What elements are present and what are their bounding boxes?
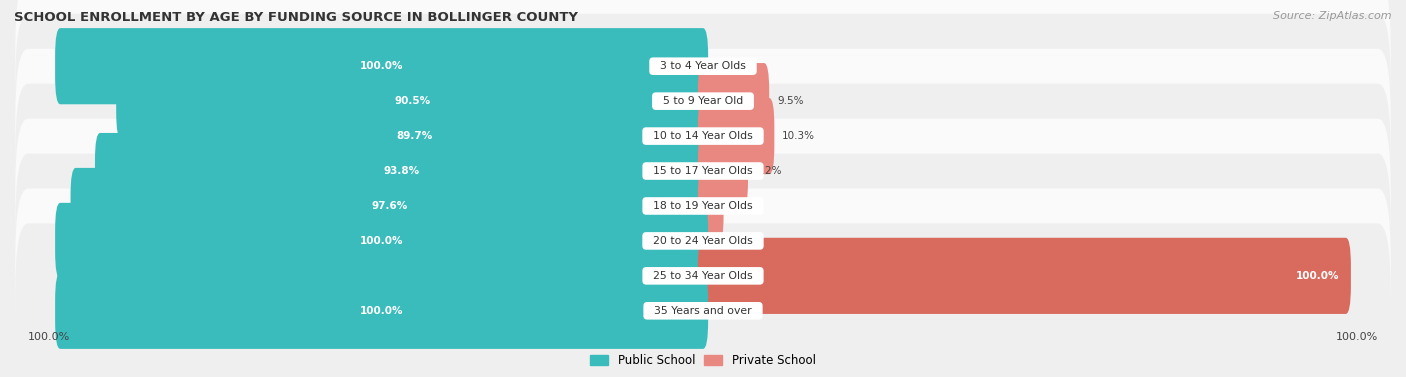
FancyBboxPatch shape (697, 168, 724, 244)
FancyBboxPatch shape (96, 133, 709, 209)
FancyBboxPatch shape (697, 133, 748, 209)
FancyBboxPatch shape (15, 84, 1391, 258)
Text: 15 to 17 Year Olds: 15 to 17 Year Olds (647, 166, 759, 176)
Text: 0.0%: 0.0% (716, 236, 742, 246)
Text: 97.6%: 97.6% (371, 201, 408, 211)
Text: 2.4%: 2.4% (731, 201, 758, 211)
Text: 89.7%: 89.7% (396, 131, 433, 141)
Text: 25 to 34 Year Olds: 25 to 34 Year Olds (647, 271, 759, 281)
FancyBboxPatch shape (15, 0, 1391, 153)
FancyBboxPatch shape (15, 153, 1391, 328)
Text: 100.0%: 100.0% (1336, 333, 1378, 342)
Text: 100.0%: 100.0% (360, 61, 404, 71)
Text: 100.0%: 100.0% (1296, 271, 1340, 281)
FancyBboxPatch shape (117, 63, 709, 139)
FancyBboxPatch shape (697, 238, 1351, 314)
Text: 9.5%: 9.5% (778, 96, 803, 106)
Text: 20 to 24 Year Olds: 20 to 24 Year Olds (647, 236, 759, 246)
Text: 100.0%: 100.0% (28, 333, 70, 342)
Text: 0.0%: 0.0% (716, 61, 742, 71)
Text: 10.3%: 10.3% (782, 131, 815, 141)
Text: 0.0%: 0.0% (716, 306, 742, 316)
Text: 90.5%: 90.5% (394, 96, 430, 106)
Text: 35 Years and over: 35 Years and over (647, 306, 759, 316)
FancyBboxPatch shape (15, 14, 1391, 189)
FancyBboxPatch shape (15, 49, 1391, 224)
Text: Source: ZipAtlas.com: Source: ZipAtlas.com (1274, 11, 1392, 21)
FancyBboxPatch shape (55, 28, 709, 104)
FancyBboxPatch shape (121, 98, 709, 174)
Text: 100.0%: 100.0% (360, 306, 404, 316)
Text: 93.8%: 93.8% (384, 166, 419, 176)
FancyBboxPatch shape (15, 188, 1391, 363)
Legend: Public School, Private School: Public School, Private School (586, 349, 820, 372)
Text: SCHOOL ENROLLMENT BY AGE BY FUNDING SOURCE IN BOLLINGER COUNTY: SCHOOL ENROLLMENT BY AGE BY FUNDING SOUR… (14, 11, 578, 24)
FancyBboxPatch shape (55, 203, 709, 279)
Text: 10 to 14 Year Olds: 10 to 14 Year Olds (647, 131, 759, 141)
FancyBboxPatch shape (15, 119, 1391, 293)
FancyBboxPatch shape (70, 168, 709, 244)
Text: 100.0%: 100.0% (360, 236, 404, 246)
Text: 6.2%: 6.2% (755, 166, 782, 176)
Text: 5 to 9 Year Old: 5 to 9 Year Old (655, 96, 751, 106)
Text: 0.0%: 0.0% (664, 271, 690, 281)
FancyBboxPatch shape (697, 98, 775, 174)
FancyBboxPatch shape (55, 273, 709, 349)
FancyBboxPatch shape (15, 224, 1391, 377)
FancyBboxPatch shape (697, 63, 769, 139)
Text: 3 to 4 Year Olds: 3 to 4 Year Olds (652, 61, 754, 71)
Text: 18 to 19 Year Olds: 18 to 19 Year Olds (647, 201, 759, 211)
